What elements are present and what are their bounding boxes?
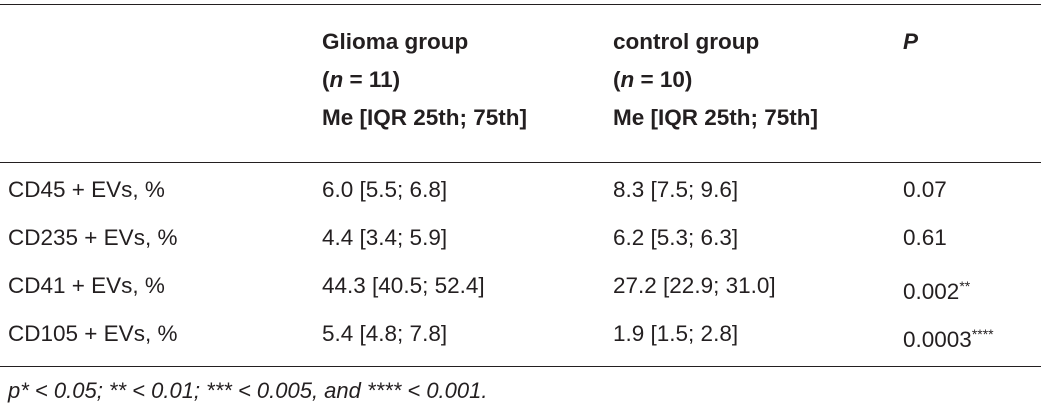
header-rule — [0, 162, 1041, 163]
header-text: Me [IQR 25th; 75th] — [613, 105, 819, 130]
cell-text: 44.3 [40.5; 52.4] — [322, 273, 485, 298]
table-cell: CD105 + EVs, % — [8, 316, 177, 352]
header-text: n — [620, 67, 635, 92]
header-text: = 11) — [343, 67, 401, 92]
cell-text: CD45 + EVs, % — [8, 177, 165, 202]
header-cell: (n = 11) — [322, 62, 400, 98]
cell-text: 0.61 — [903, 225, 947, 250]
table-cell: 0.0003**** — [903, 316, 994, 358]
table-cell: CD45 + EVs, % — [8, 172, 165, 208]
table-cell: 6.2 [5.3; 6.3] — [613, 220, 738, 256]
header-text: ( — [322, 67, 330, 92]
cell-text: 0.0003 — [903, 327, 972, 352]
cell-text: CD41 + EVs, % — [8, 273, 165, 298]
header-text: P — [903, 29, 919, 54]
header-cell: control group — [613, 24, 759, 60]
footnote: p* < 0.05; ** < 0.01; *** < 0.005, and *… — [8, 378, 488, 403]
table-cell: 6.0 [5.5; 6.8] — [322, 172, 447, 208]
header-text: n — [329, 67, 344, 92]
header-text: Me [IQR 25th; 75th] — [322, 105, 528, 130]
header-text: control group — [613, 29, 760, 54]
header-cell: Me [IQR 25th; 75th] — [613, 100, 818, 136]
table-cell: 1.9 [1.5; 2.8] — [613, 316, 738, 352]
table-cell: 8.3 [7.5; 9.6] — [613, 172, 738, 208]
header-text: ( — [613, 67, 621, 92]
table-cell: 5.4 [4.8; 7.8] — [322, 316, 447, 352]
cell-text: 27.2 [22.9; 31.0] — [613, 273, 776, 298]
table-cell: 4.4 [3.4; 5.9] — [322, 220, 447, 256]
table-cell: 44.3 [40.5; 52.4] — [322, 268, 485, 304]
cell-text: 5.4 [4.8; 7.8] — [322, 321, 448, 346]
cell-text: 0.07 — [903, 177, 947, 202]
header-cell: (n = 10) — [613, 62, 692, 98]
cell-text: 8.3 [7.5; 9.6] — [613, 177, 739, 202]
cell-text: 0.002 — [903, 279, 960, 304]
table-cell: 0.002** — [903, 268, 970, 310]
header-cell: P — [903, 24, 918, 60]
significance-mark: **** — [971, 326, 994, 342]
cell-text: 1.9 [1.5; 2.8] — [613, 321, 739, 346]
table-cell: 27.2 [22.9; 31.0] — [613, 268, 776, 304]
cell-text: 6.0 [5.5; 6.8] — [322, 177, 448, 202]
header-cell: Me [IQR 25th; 75th] — [322, 100, 527, 136]
significance-mark: ** — [959, 278, 971, 294]
bottom-rule — [0, 366, 1041, 367]
top-rule — [0, 4, 1041, 5]
table-cell: CD41 + EVs, % — [8, 268, 165, 304]
cell-text: CD235 + EVs, % — [8, 225, 178, 250]
header-text: = 10) — [634, 67, 693, 92]
table-cell: 0.07 — [903, 172, 947, 208]
header-text: Glioma group — [322, 29, 469, 54]
table-cell: 0.61 — [903, 220, 947, 256]
table-cell: CD235 + EVs, % — [8, 220, 177, 256]
cell-text: 6.2 [5.3; 6.3] — [613, 225, 739, 250]
cell-text: CD105 + EVs, % — [8, 321, 178, 346]
header-cell: Glioma group — [322, 24, 468, 60]
cell-text: 4.4 [3.4; 5.9] — [322, 225, 448, 250]
